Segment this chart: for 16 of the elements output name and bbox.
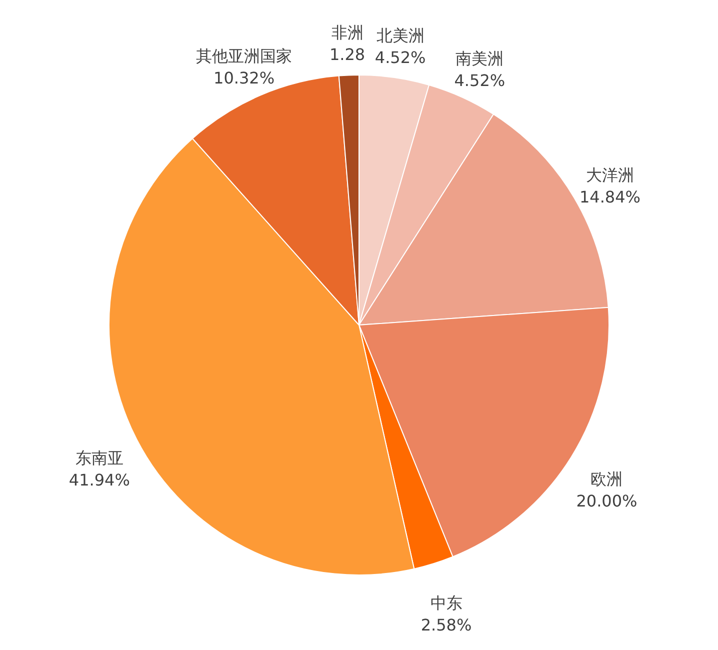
slice-label: 大洋洲	[586, 166, 634, 185]
data-label: 10.32%	[214, 68, 275, 88]
data-label: 20.00%	[576, 492, 638, 511]
data-label: 41.94%	[68, 470, 130, 490]
data-label: 4.52%	[454, 71, 506, 90]
data-label: 2.58%	[420, 616, 472, 635]
slice-label: 欧洲	[590, 470, 623, 489]
slice-label: 北美洲	[376, 26, 424, 45]
slice-label: 东南亚	[75, 448, 124, 468]
data-label: 4.52%	[374, 48, 426, 67]
slice-label: 非洲	[331, 23, 364, 42]
slice-label: 中东	[430, 594, 462, 613]
slice-label: 南美洲	[456, 49, 504, 68]
data-label: 1.28	[329, 45, 366, 64]
data-label: 14.84%	[579, 188, 640, 207]
slice-label: 其他亚洲国家	[196, 46, 292, 66]
